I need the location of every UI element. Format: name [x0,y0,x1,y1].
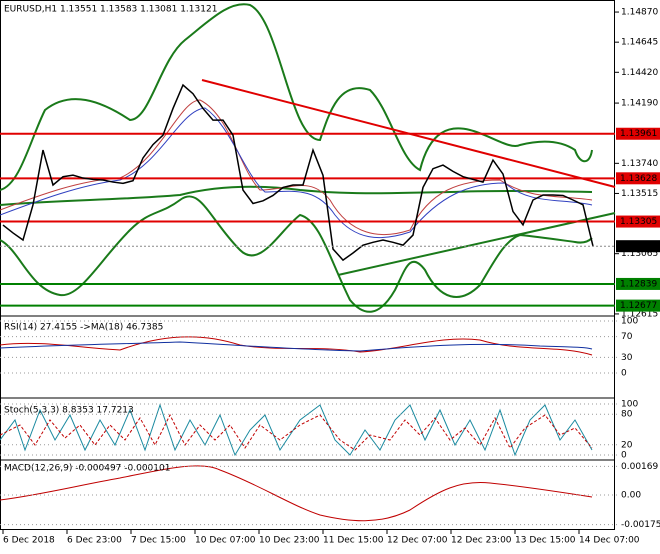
x-tick-label: 13 Dec 15:00 [515,536,576,546]
panel-title: RSI(14) 27.4155 ->MA(18) 46.7385 [4,323,163,333]
panel-title: MACD(12,26,9) -0.000497 -0.000101 [4,464,170,474]
panel-tick-label: 0.00169 [621,462,658,472]
level-label-box [616,127,660,140]
panel-tick-label: 0 [621,369,627,379]
last-price-box [616,240,660,253]
x-tick-label: 12 Dec 07:00 [387,536,448,546]
bollinger-middle [0,185,593,206]
y-tick-label: 1.14190 [621,99,658,109]
panel-tick-label: 0.00 [621,491,641,501]
y-tick-label: 1.13515 [621,189,658,199]
panel-tick-label: 20 [621,440,633,450]
y-tick-label: 1.13065 [621,249,658,259]
y-tick-label: 1.12615 [621,309,658,319]
y-tick-label: 1.14870 [621,8,658,18]
bollinger-upper [0,3,593,191]
level-label: 1.13961 [620,129,657,139]
stoch-main [0,403,593,457]
y-tick-label: 1.13740 [621,159,658,169]
level-label-box [616,172,660,185]
x-tick-label: 14 Dec 07:00 [579,536,640,546]
macd-signal [0,465,593,522]
x-tick-label: 7 Dec 15:00 [131,536,186,546]
trend-line [337,212,616,276]
x-tick-label: 10 Dec 07:00 [195,536,256,546]
x-tick-label: 12 Dec 23:00 [451,536,512,546]
level-label: 1.13305 [620,217,657,227]
x-tick-label: 6 Dec 2018 [3,536,55,546]
panel-tick-label: -0.00175 [621,520,660,530]
last-price-label: 1.13121 [620,242,657,252]
level-label-box [616,299,660,312]
bollinger-lower [0,195,593,313]
panel-tick-label: 100 [621,400,638,410]
price-line [2,83,594,262]
x-tick-label: 6 Dec 23:00 [67,536,122,546]
rsi-ma-line [0,341,593,352]
panel-tick-label: 0 [621,451,627,461]
x-tick-label: 10 Dec 23:00 [259,536,320,546]
level-label: 1.12839 [620,279,657,289]
level-label-box [616,277,660,290]
panel-tick-label: 100 [621,317,638,327]
moving-average [0,107,593,239]
panel-tick-label: 30 [621,353,633,363]
y-tick-label: 1.14645 [621,38,658,48]
panel-tick-label: 80 [621,410,633,420]
frame [0,0,615,530]
y-tick-label: 1.14420 [621,68,658,78]
level-label: 1.12677 [620,301,657,311]
stoch-signal [0,413,593,451]
panel-tick-label: 70 [621,332,633,342]
level-label-box [616,215,660,228]
panel-title: Stoch(5,3,3) 8.8353 17.7213 [4,406,134,416]
level-label: 1.13628 [620,174,657,184]
x-tick-label: 11 Dec 15:00 [323,536,384,546]
chart-title: EURUSD,H1 1.13551 1.13583 1.13081 1.1312… [4,5,217,15]
